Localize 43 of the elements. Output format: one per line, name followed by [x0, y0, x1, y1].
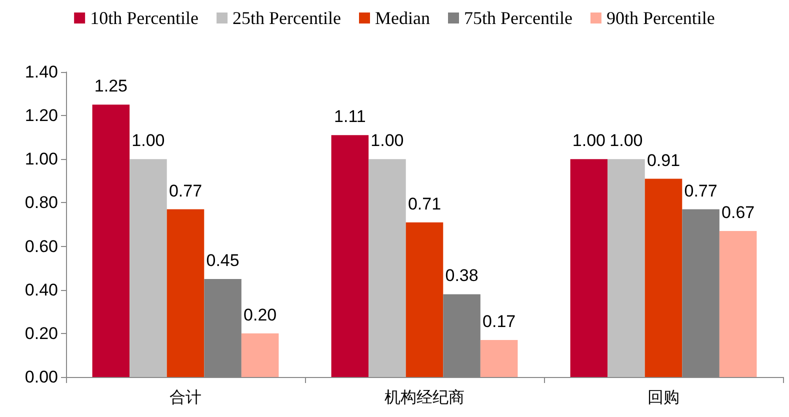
data-label: 0.77	[684, 181, 718, 200]
data-label: 0.45	[206, 250, 240, 270]
x-tick-label: 合计	[170, 388, 202, 406]
data-label: 0.71	[408, 194, 442, 214]
bar	[368, 159, 406, 377]
bar	[480, 340, 518, 377]
x-tick-label: 机构经纪商	[384, 388, 464, 406]
data-label: 1.25	[94, 76, 128, 96]
y-tick-label: 0.20	[24, 324, 58, 343]
data-label: 0.67	[722, 203, 755, 222]
bar	[406, 222, 444, 377]
bar	[92, 104, 130, 377]
legend-label: 10th Percentile	[90, 8, 199, 28]
data-label: 0.38	[445, 266, 478, 286]
y-tick-label: 1.40	[24, 62, 58, 82]
y-tick-label: 0.40	[24, 280, 58, 300]
data-label: 1.00	[610, 131, 643, 150]
data-label: 0.20	[244, 305, 277, 324]
bar	[166, 209, 204, 377]
data-label: 0.77	[168, 181, 202, 200]
bar	[130, 159, 167, 377]
bar	[608, 159, 645, 377]
y-tick-label: 0.00	[24, 368, 58, 386]
y-tick-label: 0.60	[24, 236, 58, 256]
legend-label: 90th Percentile	[606, 8, 715, 28]
bar	[719, 231, 757, 377]
y-tick-label: 1.00	[24, 150, 58, 169]
legend-label: Median	[375, 8, 430, 28]
legend-label: 75th Percentile	[464, 8, 572, 28]
y-tick-label: 0.80	[24, 193, 58, 212]
data-label: 1.00	[132, 131, 165, 150]
data-label: 1.11	[334, 107, 366, 126]
data-label: 0.17	[482, 312, 516, 331]
legend-label: 25th Percentile	[232, 8, 342, 28]
data-label: 1.00	[572, 131, 606, 150]
data-label: 1.00	[370, 131, 404, 150]
bar	[570, 159, 608, 377]
bar	[241, 333, 279, 377]
bar	[644, 178, 682, 377]
bar	[331, 135, 369, 377]
y-tick-label: 1.20	[24, 106, 58, 126]
data-label: 0.91	[646, 150, 680, 170]
x-tick-label: 回购	[648, 388, 680, 406]
